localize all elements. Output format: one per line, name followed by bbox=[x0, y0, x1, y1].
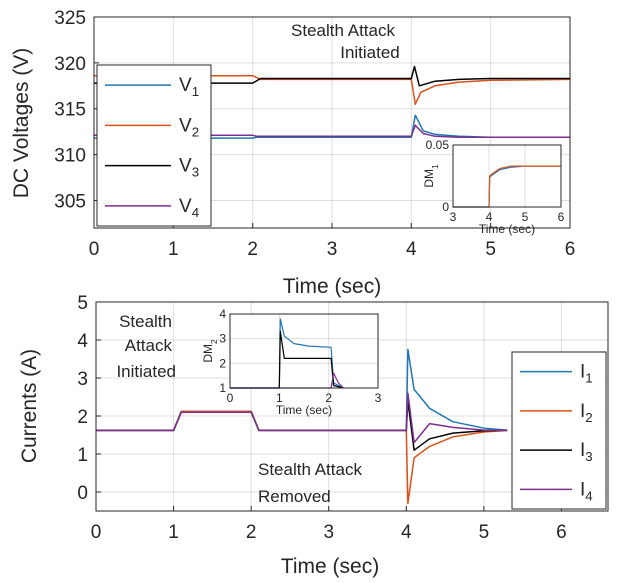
current-x-axis-label: Time (sec) bbox=[281, 555, 379, 578]
y-tick-label: 325 bbox=[54, 8, 86, 29]
x-tick-label: 2 bbox=[246, 522, 257, 543]
y-tick-label: 3 bbox=[77, 369, 88, 390]
inset-x-tick-label: 4 bbox=[486, 210, 493, 224]
voltage-annotation-line-2: Initiated bbox=[340, 43, 400, 62]
series-line-i4 bbox=[96, 392, 508, 444]
legend-label-v4: V4 bbox=[179, 196, 199, 220]
y-tick-label: 305 bbox=[54, 191, 86, 212]
inset-x-tick-label: 5 bbox=[522, 210, 529, 224]
inset-y-axis-label: DM2 bbox=[201, 339, 219, 363]
inset-x-axis-label: Time (sec) bbox=[276, 403, 332, 417]
inset-x-tick-label: 2 bbox=[325, 391, 332, 405]
inset-series-line-2 bbox=[453, 165, 561, 208]
x-tick-label: 6 bbox=[565, 239, 576, 260]
y-tick-label: 1 bbox=[77, 445, 88, 466]
voltage-annotation-line-1: Stealth Attack bbox=[291, 21, 395, 40]
legend-label-i1: I1 bbox=[580, 362, 593, 386]
x-tick-label: 3 bbox=[327, 239, 338, 260]
y-tick-label: 0 bbox=[77, 483, 88, 504]
y-tick-label: 5 bbox=[77, 293, 88, 314]
y-tick-label: 315 bbox=[54, 100, 86, 121]
current-annotation-initiated-3: Initiated bbox=[116, 362, 176, 381]
voltage-series-lines bbox=[94, 65, 571, 139]
inset-y-tick-label: 2 bbox=[219, 356, 226, 370]
inset-x-tick-label: 3 bbox=[450, 210, 457, 224]
series-line-v4 bbox=[94, 124, 570, 138]
x-tick-label: 5 bbox=[485, 239, 496, 260]
x-tick-label: 6 bbox=[556, 522, 567, 543]
legend-label-i2: I2 bbox=[580, 401, 593, 425]
current-series-lines bbox=[96, 348, 508, 505]
legend-label-i4: I4 bbox=[580, 479, 593, 503]
x-tick-label: 1 bbox=[168, 522, 179, 543]
inset-y-tick-label: 4 bbox=[219, 307, 226, 321]
x-tick-label: 4 bbox=[401, 522, 412, 543]
current-plot-frame bbox=[95, 301, 609, 512]
inset-y-tick-label: 1 bbox=[219, 381, 226, 395]
inset-frame bbox=[229, 313, 379, 389]
y-tick-label: 320 bbox=[54, 54, 86, 75]
voltage-inset: 3 4 5 6 0 0.05 Time (sec) DM1 bbox=[422, 138, 565, 236]
legend-box bbox=[511, 351, 607, 510]
legend-label-v2: V2 bbox=[179, 115, 199, 139]
x-tick-label: 4 bbox=[406, 239, 417, 260]
series-line-v2 bbox=[94, 74, 571, 105]
x-tick-label: 0 bbox=[91, 522, 102, 543]
x-tick-label: 2 bbox=[247, 239, 258, 260]
inset-x-tick-label: 3 bbox=[375, 391, 382, 405]
inset-y-tick-label: 0 bbox=[442, 200, 449, 214]
series-line-v3 bbox=[94, 65, 570, 87]
x-tick-label: 3 bbox=[323, 522, 334, 543]
inset-x-tick-label: 0 bbox=[227, 391, 234, 405]
x-tick-label: 5 bbox=[479, 522, 490, 543]
inset-plot-area bbox=[230, 314, 378, 388]
legend-label-i3: I3 bbox=[580, 440, 593, 464]
inset-x-axis-label: Time (sec) bbox=[479, 222, 535, 236]
inset-x-tick-label: 1 bbox=[276, 391, 283, 405]
y-tick-label: 310 bbox=[54, 146, 86, 167]
y-tick-label: 4 bbox=[77, 331, 88, 352]
current-legend: I1 I2 I3 I4 bbox=[511, 351, 607, 510]
current-annotation-removed-1: Stealth Attack bbox=[258, 460, 362, 479]
inset-y-axis-label: DM1 bbox=[422, 164, 440, 188]
current-x-ticks: 0 1 2 3 4 5 6 bbox=[91, 506, 567, 543]
inset-y-tick-label: 3 bbox=[219, 332, 226, 346]
current-annotation-initiated-2: Attack bbox=[125, 336, 173, 355]
inset-x-tick-label: 6 bbox=[558, 210, 565, 224]
legend-label-v1: V1 bbox=[179, 75, 199, 99]
voltage-x-ticks: 0 1 2 3 4 5 6 bbox=[89, 223, 576, 260]
current-annotation-removed-2: Removed bbox=[258, 487, 331, 506]
voltage-legend: V1 V2 V3 V4 bbox=[96, 64, 212, 227]
x-tick-label: 1 bbox=[168, 239, 179, 260]
current-y-axis-label: Currents (A) bbox=[18, 349, 41, 463]
inset-y-tick-label: 0.05 bbox=[426, 138, 450, 152]
inset-frame bbox=[452, 144, 562, 208]
voltage-y-ticks: 305 310 315 320 325 bbox=[54, 8, 99, 212]
voltage-y-axis-label: DC Voltages (V) bbox=[10, 48, 33, 199]
current-y-ticks: 0 1 2 3 4 5 bbox=[77, 293, 101, 504]
inset-plot-area bbox=[453, 145, 561, 207]
legend-box bbox=[96, 64, 212, 227]
voltage-x-axis-label: Time (sec) bbox=[283, 275, 381, 298]
y-tick-label: 2 bbox=[77, 407, 88, 428]
x-tick-label: 0 bbox=[89, 239, 100, 260]
legend-label-v3: V3 bbox=[179, 156, 199, 180]
current-annotation-initiated-1: Stealth bbox=[119, 312, 172, 331]
